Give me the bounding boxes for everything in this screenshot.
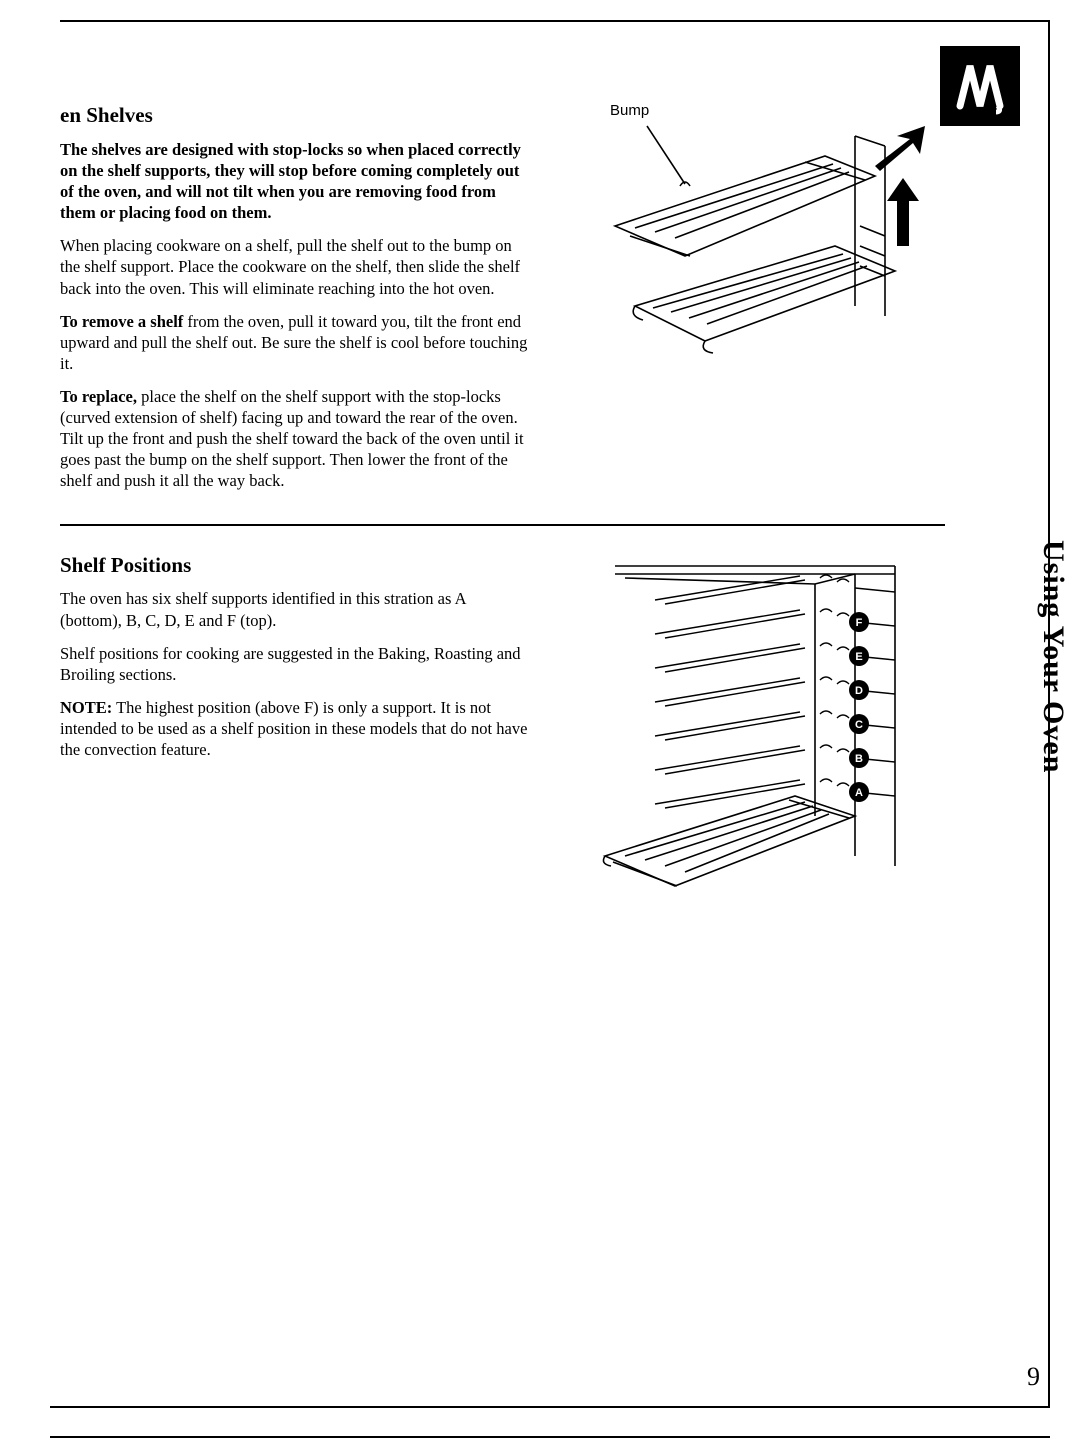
bump-label: Bump — [610, 102, 649, 119]
page-number: 9 — [1027, 1362, 1040, 1392]
shelf-badge-b: B — [849, 748, 869, 768]
shelf-badge-e: E — [849, 646, 869, 666]
section1-intro: The shelves are designed with stop-locks… — [60, 139, 530, 223]
section2-p2: Shelf positions for cooking are suggeste… — [60, 643, 530, 685]
section1-p2: When placing cookware on a shelf, pull t… — [60, 235, 530, 298]
section2-p3-bold: NOTE: — [60, 698, 112, 717]
section1-p4: To replace, place the shelf on the shelf… — [60, 386, 530, 492]
section-shelf-positions: Shelf Positions The oven has six shelf s… — [60, 552, 950, 896]
section2-title: Shelf Positions — [60, 552, 530, 579]
section1-title: en Shelves — [60, 102, 530, 129]
shelf-diagram — [575, 106, 935, 386]
section2-p3-rest: The highest position (above F) is only a… — [60, 698, 527, 759]
section-divider — [60, 524, 945, 526]
svg-text:E: E — [855, 651, 862, 663]
svg-text:A: A — [855, 787, 863, 799]
top-rule — [60, 20, 1050, 22]
svg-text:C: C — [855, 719, 863, 731]
corner-logo — [940, 46, 1020, 126]
svg-text:F: F — [856, 617, 863, 629]
svg-text:D: D — [855, 685, 863, 697]
section1-p3: To remove a shelf from the oven, pull it… — [60, 311, 530, 374]
section2-p3: NOTE: The highest position (above F) is … — [60, 697, 530, 760]
shelf-badge-d: D — [849, 680, 869, 700]
bottom-rule-2 — [50, 1436, 1050, 1438]
shelf-badge-f: F — [849, 612, 869, 632]
shelf-positions-diagram: F E D C B A — [595, 556, 915, 896]
side-tab: Using Your Oven — [1036, 540, 1070, 773]
section2-p1: The oven has six shelf supports identifi… — [60, 588, 530, 630]
bottom-rule — [50, 1406, 1050, 1408]
svg-text:B: B — [855, 753, 863, 765]
section-oven-shelves: en Shelves The shelves are designed with… — [60, 102, 950, 504]
section1-p4-bold: To replace, — [60, 387, 137, 406]
section1-p3-bold: To remove a shelf — [60, 312, 183, 331]
shelf-badge-a: A — [849, 782, 869, 802]
shelf-badge-c: C — [849, 714, 869, 734]
